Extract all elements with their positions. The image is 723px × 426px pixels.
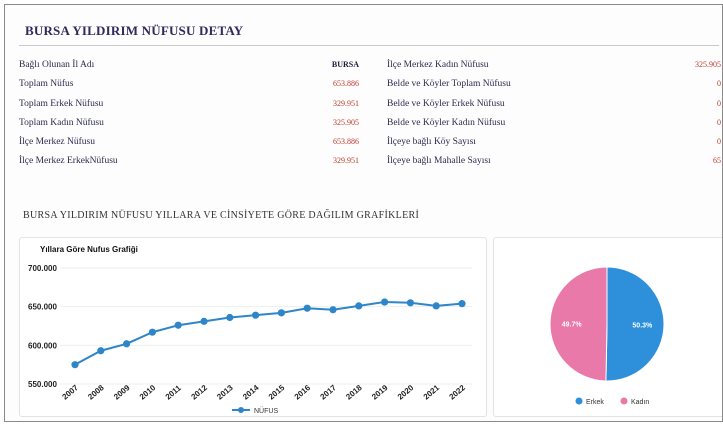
x-tick-label: 2013 — [215, 383, 235, 402]
line-chart-panel: Yıllara Göre Nufus Grafiği 550.000 600.000… — [19, 237, 487, 417]
detail-value: 325.905 — [695, 60, 721, 69]
x-tick-label: 2009 — [112, 383, 132, 402]
detail-value: 0 — [717, 79, 721, 89]
detail-row: Toplam Nüfus 653.886 — [19, 79, 359, 98]
y-tick-label: 650.000 — [28, 303, 57, 312]
detail-row: İlçe Merkez Kadın Nüfusu 325.905 — [387, 60, 722, 79]
data-point — [200, 317, 208, 325]
x-tick-label: 2014 — [241, 383, 261, 402]
data-point — [226, 313, 234, 322]
x-tick-label: 2017 — [319, 383, 339, 402]
x-tick-label: 2019 — [370, 383, 390, 402]
pie-slice-kadın — [549, 266, 608, 382]
data-point — [252, 311, 260, 319]
detail-row: Toplam Erkek Nüfusu 329.951 — [19, 99, 359, 118]
detail-label: Bağlı Olunan İl Adı — [19, 60, 95, 70]
data-point — [406, 299, 414, 307]
legend-marker — [238, 407, 244, 413]
page-title: BURSA YILDIRIM NÜFUSU DETAY — [25, 23, 244, 38]
detail-row: Belde ve Köyler Erkek Nüfusu 0 — [387, 98, 722, 118]
x-tick-label: 2016 — [293, 383, 313, 402]
detail-label: Belde ve Köyler Erkek Nüfusu — [387, 98, 505, 109]
x-tick-label: 2007 — [61, 383, 81, 402]
detail-label: İlçeye bağlı Köy Sayısı — [387, 137, 476, 148]
gender-pie-chart: 50.3% 49.7% Erkek Kadın — [549, 266, 665, 406]
detail-label: İlçe Merkez Nüfusu — [19, 137, 95, 148]
data-point — [97, 347, 105, 355]
data-point — [432, 302, 440, 310]
x-tick-label: 2022 — [448, 383, 468, 402]
x-tick-label: 2021 — [422, 383, 442, 402]
details-right-column: İlçe Merkez Kadın Nüfusu 325.905 Belde ve … — [387, 60, 722, 176]
x-tick-label: 2015 — [267, 383, 287, 402]
x-tick-label: 2011 — [164, 383, 184, 401]
legend-label: Erkek — [586, 399, 604, 406]
data-point — [303, 304, 311, 312]
charts-section-title: BURSA YILDIRIM NÜFUSU YILLARA VE CİNSİYE… — [23, 210, 420, 221]
detail-label: İlçe Merkez Kadın Nüfusu — [387, 60, 489, 70]
detail-label: Toplam Nüfus — [19, 79, 74, 90]
title-divider — [19, 45, 719, 46]
pie-slice-label: 50.3% — [632, 322, 653, 329]
detail-value: 329.951 — [333, 98, 359, 108]
detail-value: 65 — [713, 156, 721, 166]
legend-dot — [620, 397, 628, 405]
detail-row: İlçeye bağlı Mahalle Sayısı 65 — [387, 156, 722, 175]
x-tick-label: 2012 — [190, 383, 210, 402]
y-tick-label: 700.000 — [28, 264, 57, 273]
detail-row: Bağlı Olunan İl Adı BURSA — [19, 60, 359, 79]
population-detail-frame: BURSA YILDIRIM NÜFUSU DETAY Bağlı Olunan… — [4, 4, 723, 422]
data-point — [277, 309, 285, 317]
y-tick-label: 600.000 — [28, 341, 57, 350]
detail-row: İlçe Merkez ErkekNüfusu 329.951 — [19, 156, 359, 175]
legend-dot — [575, 397, 583, 405]
x-tick-label: 2008 — [86, 383, 106, 402]
detail-label: Toplam Kadın Nüfusu — [19, 117, 104, 128]
x-tick-label: 2010 — [138, 383, 158, 402]
data-point — [123, 340, 131, 348]
detail-value: 0 — [717, 117, 721, 127]
detail-value: 653.886 — [333, 79, 359, 89]
detail-row: Belde ve Köyler Kadın Nüfusu 0 — [387, 117, 722, 137]
detail-label: İlçeye bağlı Mahalle Sayısı — [387, 156, 491, 167]
legend-label: Kadın — [631, 399, 649, 406]
legend-label: NÜFUS — [254, 407, 278, 415]
detail-label: Belde ve Köyler Kadın Nüfusu — [387, 117, 506, 128]
detail-row: Toplam Kadın Nüfusu 325.905 — [19, 118, 359, 137]
detail-value: BURSA — [331, 60, 359, 69]
line-chart-title: Yıllara Göre Nufus Grafiği — [40, 245, 138, 254]
detail-row: İlçeye bağlı Köy Sayısı 0 — [387, 137, 722, 156]
data-point — [71, 361, 79, 369]
data-point — [174, 321, 182, 329]
details-left-column: Bağlı Olunan İl Adı BURSA Toplam Nüfus 653.… — [19, 60, 359, 176]
x-tick-label: 2020 — [396, 383, 416, 402]
pie-slice-label: 49.7% — [562, 322, 583, 329]
data-point — [381, 298, 389, 306]
detail-value: 653.886 — [333, 137, 359, 147]
detail-row: Belde ve Köyler Toplam Nüfusu 0 — [387, 79, 722, 98]
pie-slice-erkek — [605, 266, 665, 382]
y-tick-label: 550.000 — [28, 380, 57, 389]
detail-row: İlçe Merkez Nüfusu 653.886 — [19, 137, 359, 156]
detail-label: İlçe Merkez ErkekNüfusu — [19, 156, 118, 167]
detail-label: Toplam Erkek Nüfusu — [19, 98, 104, 109]
pie-chart-panel: 50.3% 49.7% Erkek Kadın — [493, 237, 722, 417]
detail-value: 325.905 — [333, 117, 359, 127]
detail-value: 329.951 — [333, 156, 359, 166]
detail-label: Belde ve Köyler Toplam Nüfusu — [387, 79, 511, 90]
population-series-line — [74, 301, 463, 366]
detail-value: 0 — [717, 137, 721, 147]
x-tick-label: 2018 — [344, 383, 364, 402]
data-point — [355, 302, 363, 310]
data-point — [329, 306, 337, 314]
data-point — [148, 328, 156, 336]
population-line-chart: Yıllara Göre Nufus Grafiği 550.000 600.000… — [28, 245, 472, 415]
data-point — [458, 300, 466, 308]
detail-value: 0 — [717, 98, 721, 108]
